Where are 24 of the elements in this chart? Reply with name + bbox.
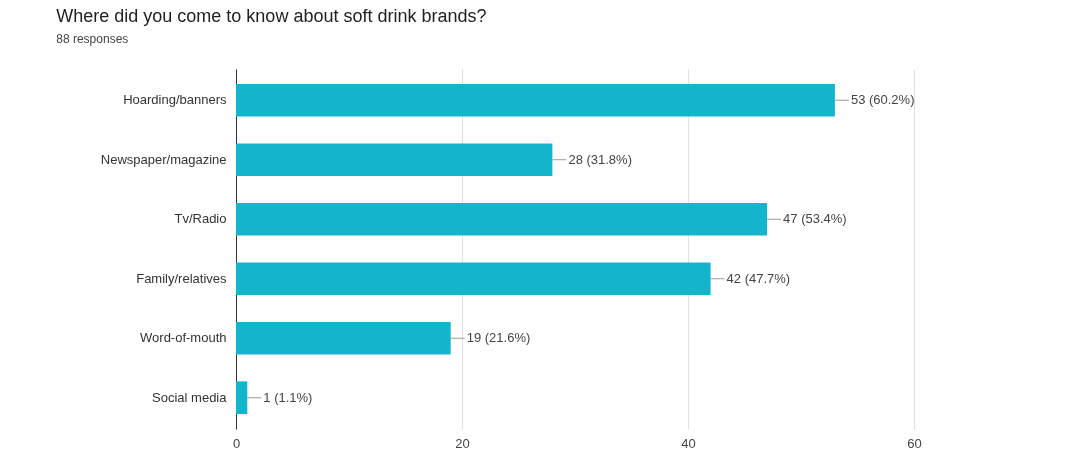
x-tick-label: 0 (232, 435, 241, 451)
bar (236, 83, 835, 117)
data-label: 19 (21.6%) (466, 330, 531, 346)
data-label: 1 (1.1%) (263, 389, 313, 405)
data-label: 47 (53.4%) (783, 211, 847, 227)
bar (236, 202, 768, 236)
bar (236, 321, 451, 355)
y-tick-label: Tv/Radio (174, 211, 227, 227)
bar (236, 143, 553, 177)
x-tick-label: 60 (907, 435, 922, 451)
x-tick-label: 20 (455, 435, 470, 451)
y-tick-label: Social media (152, 389, 228, 405)
data-label: 53 (60.2%) (850, 92, 915, 108)
data-label: 42 (47.7%) (726, 270, 791, 286)
y-tick-label: Newspaper/magazine (100, 151, 227, 167)
bar (236, 381, 248, 415)
y-tick-label: Hoarding/banners (123, 92, 227, 108)
y-tick-label: Family/relatives (136, 270, 227, 286)
y-tick-label: Word-of-mouth (140, 330, 227, 346)
bar (236, 262, 711, 296)
data-label: 28 (31.8%) (568, 151, 632, 167)
chart-title: Where did you come to know about soft drink brands? (56, 6, 487, 26)
text: 88 responses (56, 32, 129, 46)
x-tick-label: 40 (681, 435, 696, 451)
